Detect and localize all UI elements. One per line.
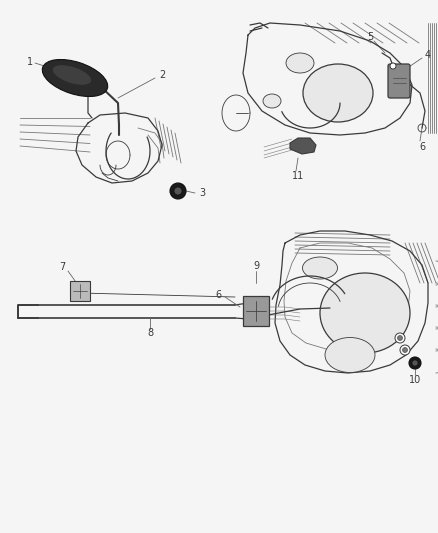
Circle shape [400,345,410,355]
Circle shape [398,335,403,341]
FancyBboxPatch shape [243,296,269,326]
Ellipse shape [325,337,375,373]
Ellipse shape [286,53,314,73]
Ellipse shape [263,94,281,108]
Text: 5: 5 [367,32,373,42]
FancyBboxPatch shape [388,64,410,98]
Text: 3: 3 [199,188,205,198]
Circle shape [412,360,418,366]
Ellipse shape [303,64,373,122]
Circle shape [174,187,182,195]
Text: 10: 10 [409,375,421,385]
FancyBboxPatch shape [70,281,90,301]
Text: 7: 7 [59,262,65,272]
Ellipse shape [320,273,410,353]
Text: 6: 6 [215,290,221,300]
Ellipse shape [53,65,91,85]
Text: 4: 4 [425,50,431,60]
Text: 6: 6 [419,142,425,152]
Circle shape [170,183,186,199]
Text: 9: 9 [253,261,259,271]
Circle shape [403,348,407,352]
Text: 2: 2 [159,70,165,80]
Text: 1: 1 [27,57,33,67]
Circle shape [395,333,405,343]
Polygon shape [290,138,316,154]
Circle shape [409,357,421,369]
Circle shape [390,63,396,69]
Text: 11: 11 [292,171,304,181]
Ellipse shape [42,60,108,96]
Text: 8: 8 [147,328,153,338]
Ellipse shape [303,257,338,279]
